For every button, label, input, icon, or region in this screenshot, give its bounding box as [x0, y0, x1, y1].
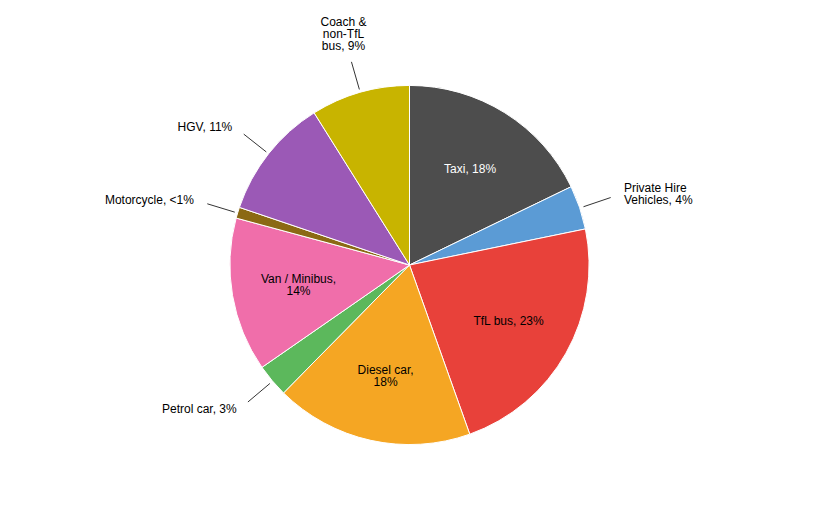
- svg-text:Taxi, 18%: Taxi, 18%: [444, 162, 496, 176]
- svg-text:Van / Minibus,14%: Van / Minibus,14%: [261, 272, 336, 298]
- svg-text:Diesel car,18%: Diesel car,18%: [358, 363, 414, 389]
- svg-text:TfL bus, 23%: TfL bus, 23%: [473, 314, 544, 328]
- svg-text:Private HireVehicles, 4%: Private HireVehicles, 4%: [624, 181, 693, 207]
- svg-text:Motorcycle, <1%: Motorcycle, <1%: [105, 193, 194, 207]
- svg-text:Petrol car, 3%: Petrol car, 3%: [162, 402, 237, 416]
- svg-text:HGV, 11%: HGV, 11%: [178, 120, 233, 134]
- svg-text:Coach &non-TfLbus, 9%: Coach &non-TfLbus, 9%: [320, 15, 366, 53]
